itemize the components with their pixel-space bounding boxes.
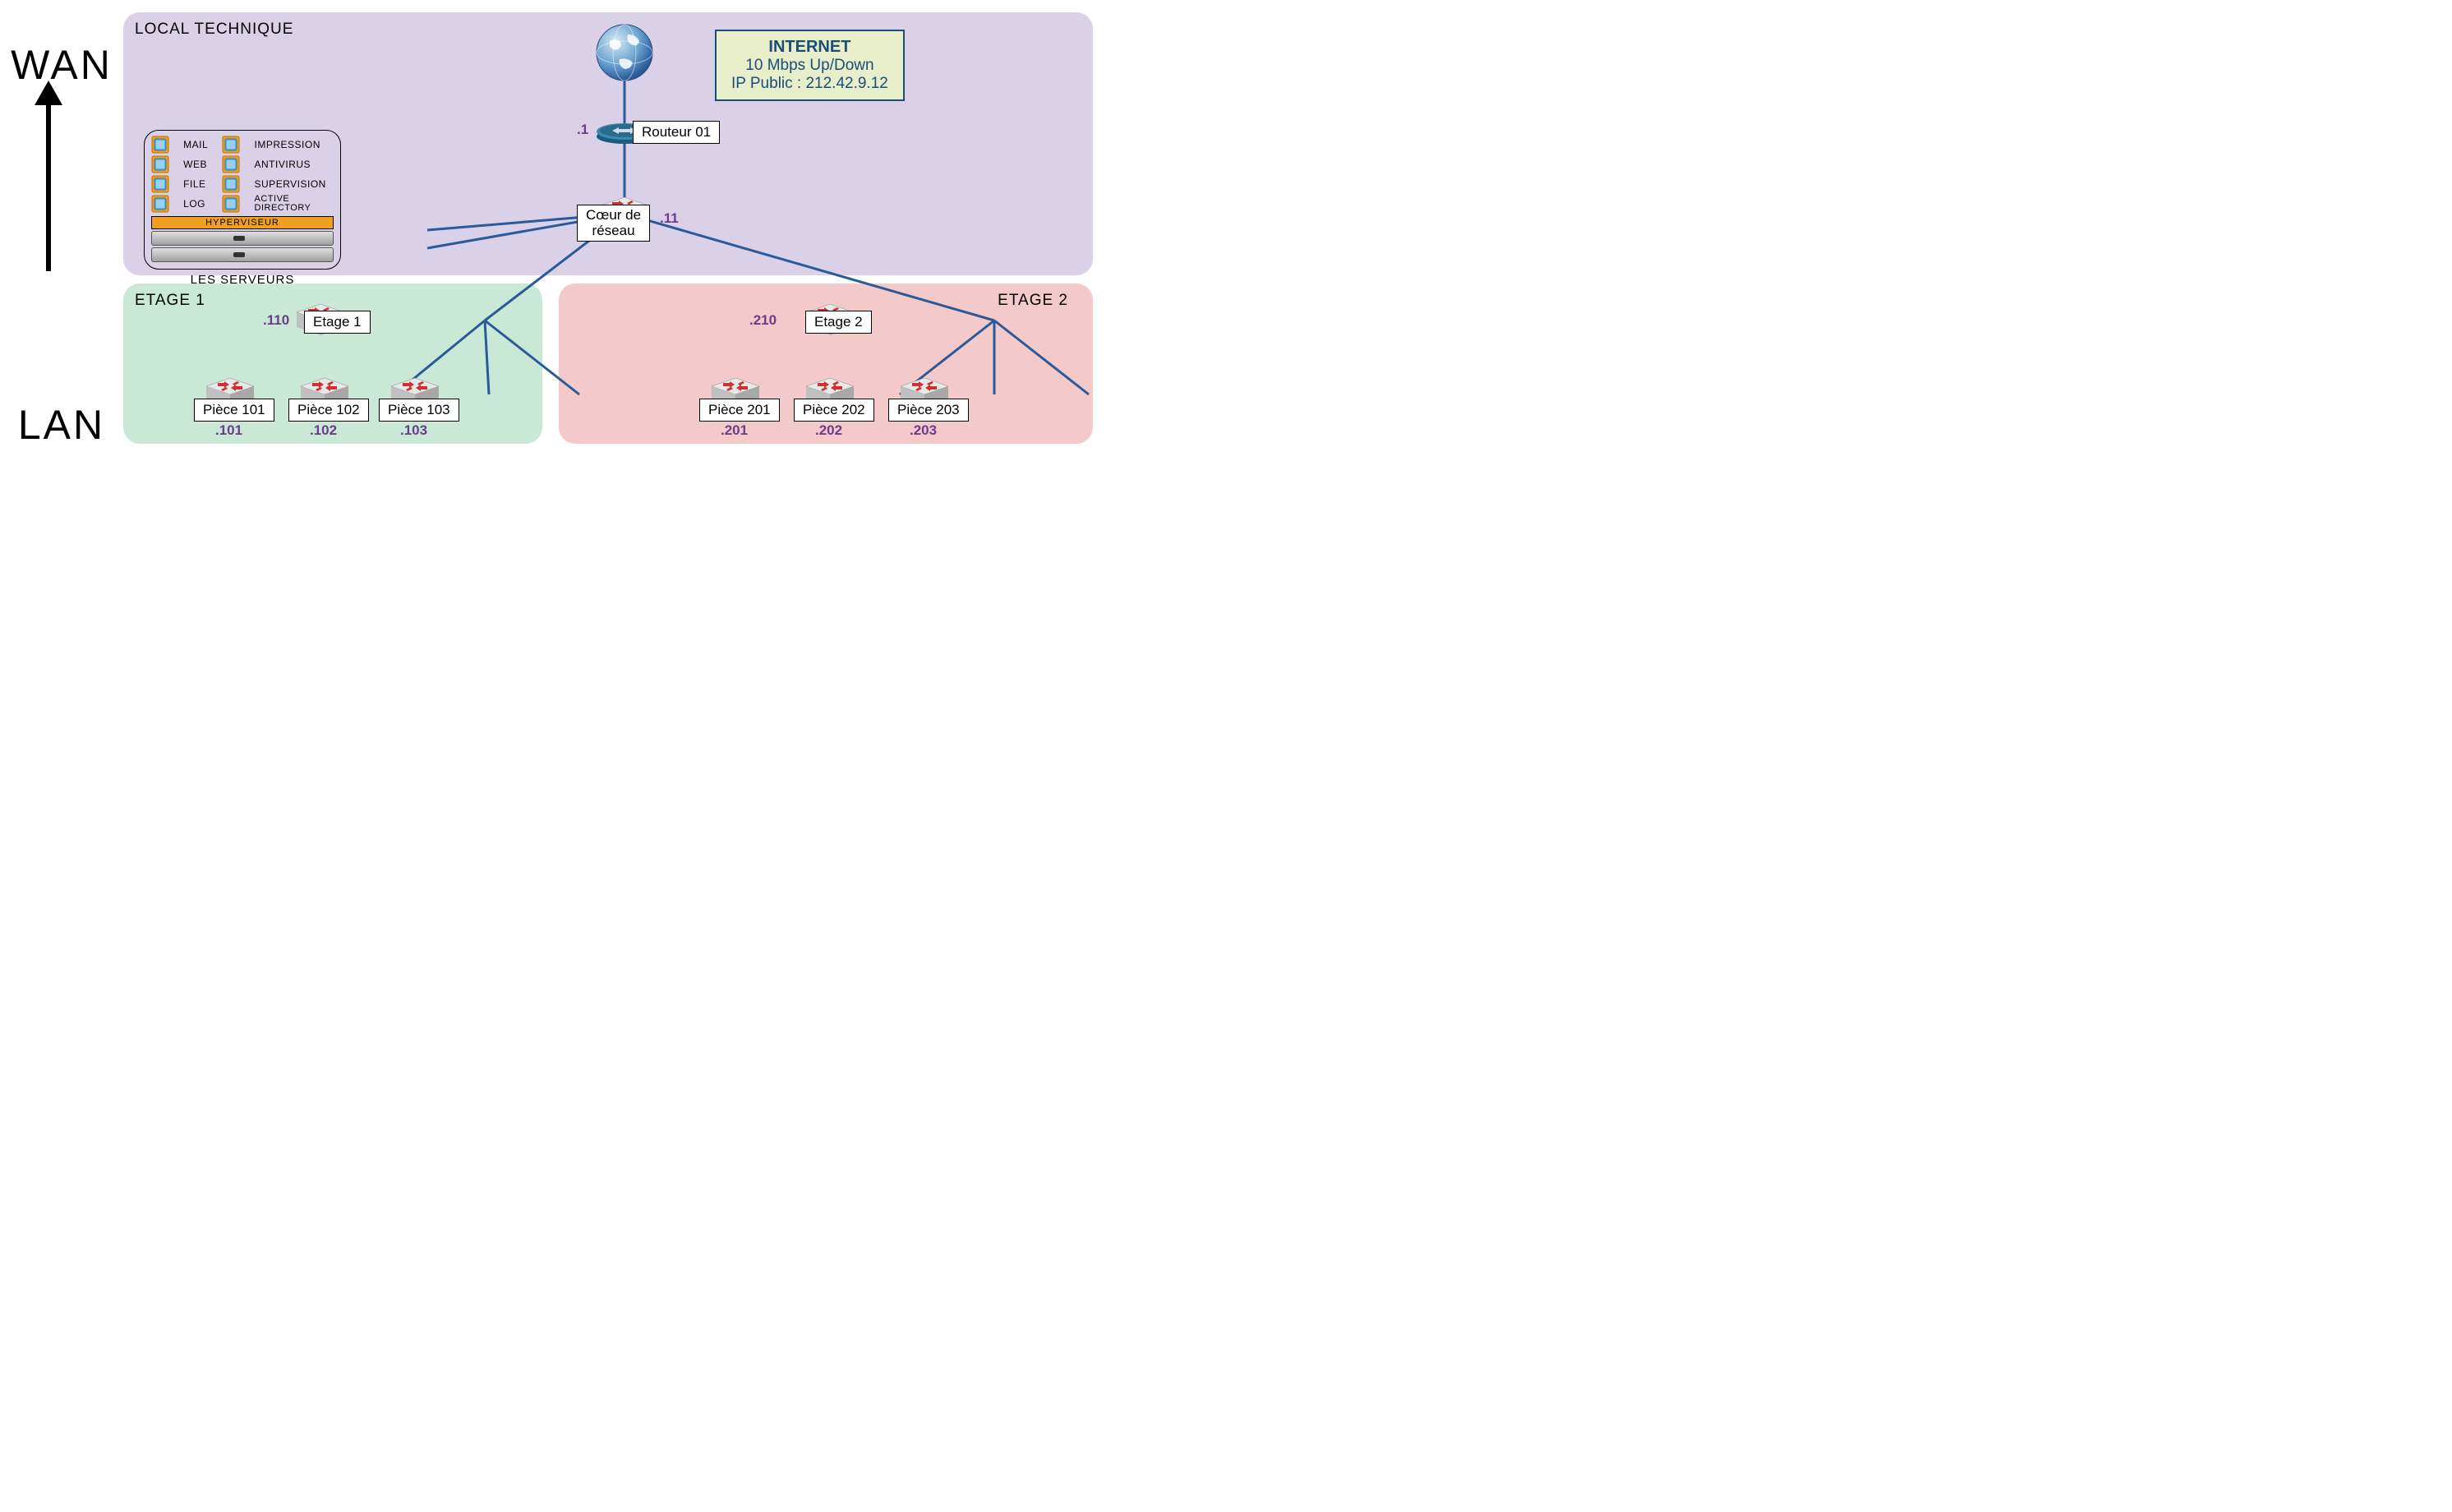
vm-label: IMPRESSION xyxy=(255,139,334,150)
core-switch-label: Cœur de réseau xyxy=(577,205,650,242)
vm-label: ACTIVEDIRECTORY xyxy=(255,195,334,213)
globe-icon xyxy=(595,23,654,82)
etage1-switch-label: Etage 1 xyxy=(304,311,371,334)
servers-caption: LES SERVEURS xyxy=(145,273,340,287)
vm-grid: MAIL IMPRESSION WEB ANTIVIRUS FILE SUPERVISIO… xyxy=(151,136,334,213)
core-switch-label-l2: réseau xyxy=(592,223,635,238)
internet-info-box: INTERNET 10 Mbps Up/Down IP Public : 212… xyxy=(715,30,905,101)
p201-label: Pièce 201 xyxy=(699,399,780,422)
etage1-switch-ip: .110 xyxy=(263,312,289,329)
p203-label: Pièce 203 xyxy=(888,399,969,422)
vm-label: FILE xyxy=(183,178,215,190)
server-rack xyxy=(151,231,334,246)
vm-label: MAIL xyxy=(183,139,215,150)
vm-icon xyxy=(222,195,240,213)
vm-label: ANTIVIRUS xyxy=(255,159,334,170)
vm-label: SUPERVISION xyxy=(255,178,334,190)
core-switch-ip: .11 xyxy=(660,210,679,227)
p102-ip: .102 xyxy=(310,422,337,439)
internet-title: INTERNET xyxy=(731,38,888,57)
p203-ip: .203 xyxy=(910,422,937,439)
vm-label: WEB xyxy=(183,159,215,170)
lan-label: LAN xyxy=(8,401,115,449)
core-switch-label-l1: Cœur de xyxy=(586,207,641,223)
vm-icon xyxy=(222,175,240,193)
zone-etage1-title: ETAGE 1 xyxy=(135,292,205,310)
p201-ip: .201 xyxy=(721,422,748,439)
internet-bandwidth: 10 Mbps Up/Down xyxy=(731,57,888,75)
arrow-up-icon xyxy=(46,99,51,271)
vm-icon xyxy=(151,175,169,193)
p102-label: Pièce 102 xyxy=(288,399,369,422)
server-rack xyxy=(151,247,334,262)
etage2-switch-ip: .210 xyxy=(749,312,777,329)
vm-icon xyxy=(151,136,169,154)
vm-icon xyxy=(222,136,240,154)
p202-label: Pièce 202 xyxy=(794,399,874,422)
router-ip: .1 xyxy=(577,122,588,138)
vm-icon xyxy=(151,195,169,213)
etage2-switch-label: Etage 2 xyxy=(805,311,872,334)
internet-public-ip: IP Public : 212.42.9.12 xyxy=(731,75,888,93)
vm-label: LOG xyxy=(183,198,215,210)
p101-label: Pièce 101 xyxy=(194,399,274,422)
router-label: Routeur 01 xyxy=(633,121,720,144)
vm-icon xyxy=(151,155,169,173)
hypervisor-label: HYPERVISEUR xyxy=(151,216,334,229)
p103-ip: .103 xyxy=(400,422,427,439)
zone-local-title: LOCAL TECHNIQUE xyxy=(135,21,293,39)
p101-ip: .101 xyxy=(215,422,242,439)
p103-label: Pièce 103 xyxy=(379,399,459,422)
diagram-container: WAN LAN LOCAL TECHNIQUE ETAGE 1 ETAGE 2 … xyxy=(0,0,1226,756)
p202-ip: .202 xyxy=(815,422,842,439)
zone-etage2-title: ETAGE 2 xyxy=(998,292,1068,310)
vm-icon xyxy=(222,155,240,173)
servers-group: MAIL IMPRESSION WEB ANTIVIRUS FILE SUPERVISIO… xyxy=(144,130,341,270)
